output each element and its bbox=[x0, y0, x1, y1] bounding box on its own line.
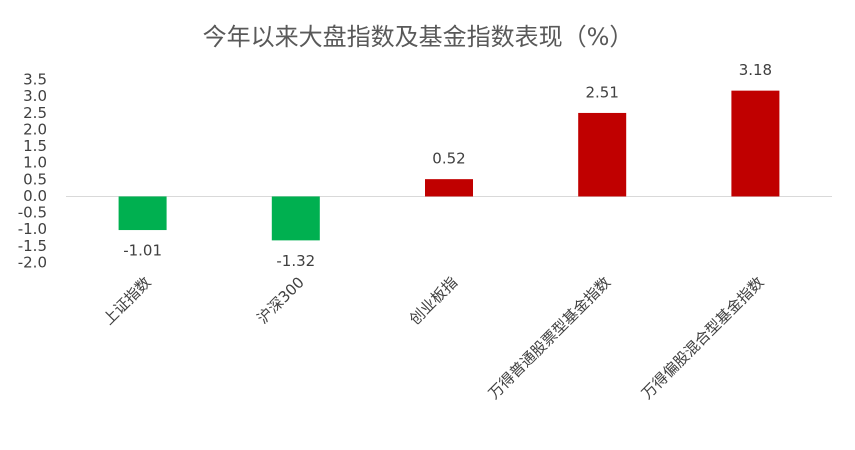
y-tick-label: 2.0 bbox=[23, 120, 47, 138]
y-tick-label: -1.5 bbox=[18, 237, 47, 255]
x-tick-label: 万得普通股票型基金指数 bbox=[485, 273, 614, 402]
x-tick-label: 创业板指 bbox=[406, 273, 461, 328]
y-tick-label: 1.5 bbox=[23, 137, 47, 155]
y-tick-label: 1.0 bbox=[23, 154, 47, 172]
chart-title: 今年以来大盘指数及基金指数表现（%） bbox=[203, 23, 634, 51]
bar bbox=[271, 196, 320, 241]
y-tick-label: 3.0 bbox=[23, 87, 47, 105]
x-tick-label: 万得偏股混合型基金指数 bbox=[638, 273, 767, 402]
x-tick-label: 上证指数 bbox=[99, 273, 154, 328]
bar bbox=[118, 196, 167, 231]
data-label: -1.32 bbox=[276, 252, 315, 270]
data-label: -1.01 bbox=[123, 242, 162, 260]
y-tick-label: -1.0 bbox=[18, 220, 47, 238]
bar bbox=[425, 179, 473, 197]
y-tick-label: -2.0 bbox=[18, 254, 47, 272]
y-tick-label: 2.5 bbox=[23, 104, 47, 122]
data-label: 3.18 bbox=[739, 61, 772, 79]
bar bbox=[578, 112, 627, 197]
data-label: 0.52 bbox=[432, 150, 465, 168]
data-label: 2.51 bbox=[585, 83, 618, 101]
bar bbox=[731, 90, 780, 197]
y-tick-label: 0.5 bbox=[23, 170, 47, 188]
y-tick-label: -0.5 bbox=[18, 204, 47, 222]
y-tick-label: 3.5 bbox=[23, 71, 47, 89]
x-tick-label: 沪深300 bbox=[254, 273, 308, 327]
y-tick-label: 0.0 bbox=[23, 187, 47, 205]
